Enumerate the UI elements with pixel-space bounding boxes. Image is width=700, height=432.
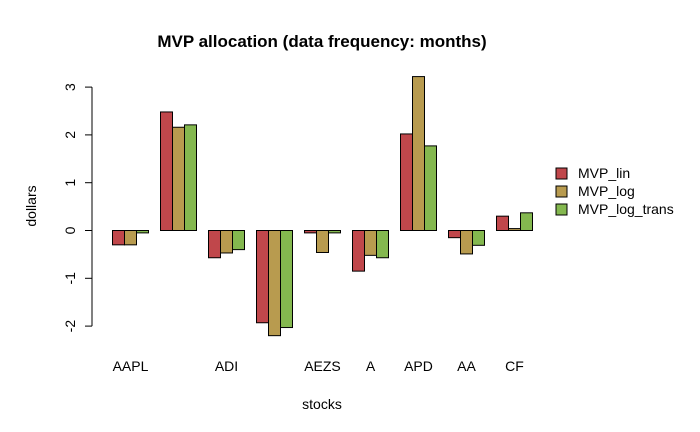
bar-mvp-lin bbox=[352, 230, 365, 272]
legend-label: MVP_lin bbox=[578, 165, 630, 181]
x-tick-label: AEZS bbox=[304, 358, 341, 374]
legend-swatch bbox=[555, 167, 568, 180]
y-tick-label: -1 bbox=[62, 272, 78, 285]
x-axis-label: stocks bbox=[302, 396, 342, 412]
x-tick-labels: AAPL ADI AEZS A APD AA CF bbox=[113, 358, 524, 374]
x-tick-label: A bbox=[366, 358, 376, 374]
bar-mvp-lin bbox=[208, 230, 221, 259]
bar-mvp-log bbox=[412, 76, 425, 231]
bar-mvp-lin bbox=[256, 230, 269, 324]
bar-mvp-log-trans bbox=[232, 230, 245, 251]
bar-mvp-lin bbox=[400, 133, 413, 231]
bar-mvp-log bbox=[220, 230, 233, 254]
x-tick-label: ADI bbox=[215, 358, 238, 374]
y-tick-label: 3 bbox=[62, 83, 78, 91]
x-tick-label: CF bbox=[505, 358, 524, 374]
chart-title: MVP allocation (data frequency: months) bbox=[157, 32, 486, 51]
bar-mvp-log bbox=[172, 126, 185, 231]
bar-mvp-log-trans bbox=[376, 230, 389, 259]
bar-mvp-log-trans bbox=[136, 230, 149, 234]
bar-mvp-log-trans bbox=[472, 230, 485, 246]
bar-mvp-log-trans bbox=[328, 230, 341, 234]
legend-label: MVP_log_trans bbox=[578, 201, 674, 217]
y-tick-label: 0 bbox=[62, 226, 78, 234]
y-tick-label: -2 bbox=[62, 320, 78, 333]
bar-mvp-log bbox=[124, 230, 137, 246]
bar-mvp-log-trans bbox=[424, 145, 437, 231]
bar-mvp-log-trans bbox=[280, 230, 293, 329]
bar-mvp-lin bbox=[448, 230, 461, 239]
bar-mvp-lin bbox=[112, 230, 125, 246]
bar-mvp-log bbox=[508, 228, 521, 231]
bar-mvp-lin bbox=[160, 111, 173, 231]
bar-mvp-lin bbox=[304, 230, 317, 234]
bars-group bbox=[112, 76, 533, 337]
legend-label: MVP_log bbox=[578, 183, 635, 199]
bar-mvp-log bbox=[316, 230, 329, 253]
x-tick-label: AAPL bbox=[113, 358, 149, 374]
legend-swatch bbox=[555, 203, 568, 216]
bar-mvp-log bbox=[268, 230, 281, 337]
x-tick-label: AA bbox=[457, 358, 476, 374]
legend-swatch bbox=[555, 185, 568, 198]
bar-mvp-log bbox=[460, 230, 473, 255]
x-tick-label: APD bbox=[404, 358, 433, 374]
legend: MVP_lin MVP_log MVP_log_trans bbox=[555, 165, 674, 217]
y-tick-label: 1 bbox=[62, 179, 78, 187]
bar-mvp-log bbox=[364, 230, 377, 256]
bar-mvp-log-trans bbox=[520, 212, 533, 231]
y-tick-label: 2 bbox=[62, 131, 78, 139]
bar-mvp-log-trans bbox=[184, 124, 197, 231]
bar-mvp-lin bbox=[496, 215, 509, 232]
y-axis-label: dollars bbox=[23, 185, 39, 226]
y-axis: -2 -1 0 1 2 3 bbox=[62, 83, 93, 333]
